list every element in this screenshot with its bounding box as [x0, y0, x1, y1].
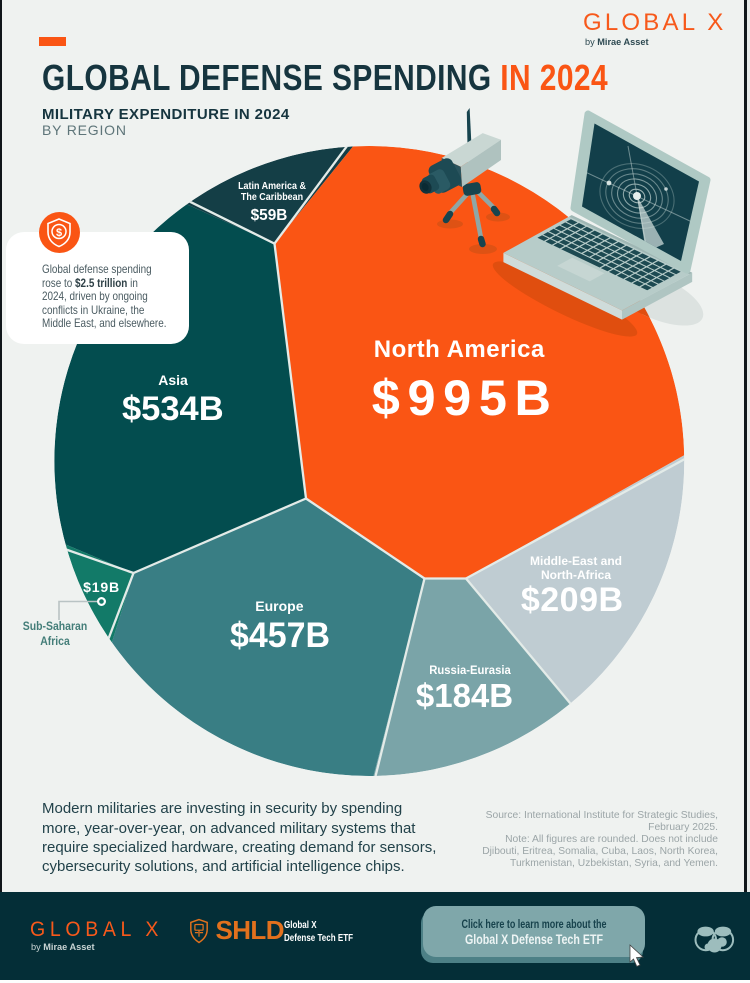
- svg-text:$: $: [56, 227, 62, 239]
